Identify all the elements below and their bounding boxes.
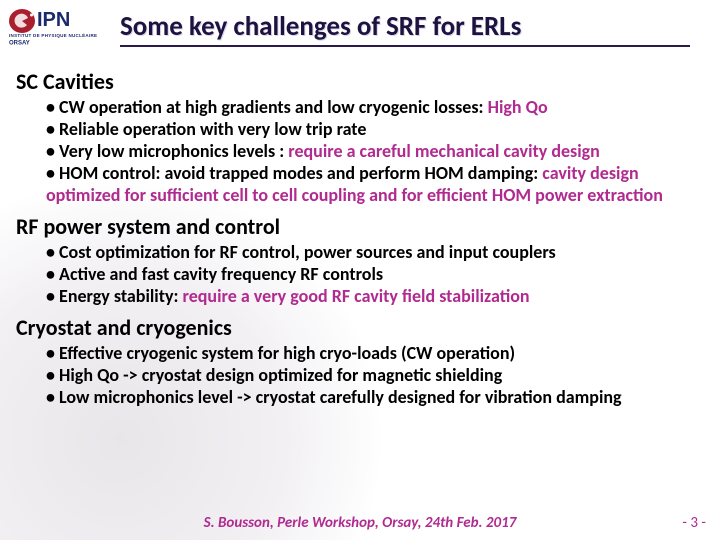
bullet-text: • Reliable operation with very low trip … [46,118,366,140]
content-area: SC Cavities • CW operation at high gradi… [16,62,700,412]
bullet-accent: require a very good RF cavity field stab… [183,285,530,307]
bullet: • Energy stability: require a very good … [46,286,694,308]
title-underline [120,45,690,47]
bullet: • HOM control: avoid trapped modes and p… [46,163,694,207]
bullet-text: • Active and fast cavity frequency RF co… [46,263,383,285]
bullet-text: • Very low microphonics levels : [46,140,288,162]
bullet-group-3: • Effective cryogenic system for high cr… [46,343,694,409]
bullet-text: • High Qo -> cryostat design optimized f… [46,364,502,386]
bullet-group-1: • CW operation at high gradients and low… [46,97,694,207]
bullet-accent: require a careful mechanical cavity desi… [288,140,600,162]
slide: IPN INSTITUT DE PHYSIQUE NUCLÉAIRE ORSAY… [0,0,720,540]
bullet-text: • Energy stability: [46,285,183,307]
slide-title: Some key challenges of SRF for ERLs [120,10,690,45]
section-heading-2: RF power system and control [16,213,700,240]
bullet: • High Qo -> cryostat design optimized f… [46,365,694,387]
title-block: Some key challenges of SRF for ERLs [120,10,690,47]
bullet: • Reliable operation with very low trip … [46,119,694,141]
bullet-text: • CW operation at high gradients and low… [46,96,488,118]
section-heading-1: SC Cavities [16,68,700,95]
footer: S. Bousson, Perle Workshop, Orsay, 24th … [0,514,720,532]
bullet: • Cost optimization for RF control, powe… [46,242,694,264]
bullet: • Active and fast cavity frequency RF co… [46,264,694,286]
bullet: • Low microphonics level -> cryostat car… [46,387,694,409]
svg-text:ORSAY: ORSAY [9,41,30,47]
svg-text:IPN: IPN [37,9,70,31]
footer-center: S. Bousson, Perle Workshop, Orsay, 24th … [0,514,720,532]
bullet: • CW operation at high gradients and low… [46,97,694,119]
section-heading-3: Cryostat and cryogenics [16,314,700,341]
bullet-text: • Effective cryogenic system for high cr… [46,342,515,364]
bullet-text: • Low microphonics level -> cryostat car… [46,386,622,408]
bullet: • Very low microphonics levels : require… [46,141,694,163]
bullet-text: • Cost optimization for RF control, powe… [46,241,556,263]
bullet: • Effective cryogenic system for high cr… [46,343,694,365]
bullet-accent: High Qo [488,96,548,118]
ipn-logo: IPN INSTITUT DE PHYSIQUE NUCLÉAIRE ORSAY [8,6,98,50]
bullet-group-2: • Cost optimization for RF control, powe… [46,242,694,308]
page-number: - 3 - [682,514,706,532]
bullet-text: • HOM control: avoid trapped modes and p… [46,162,542,184]
